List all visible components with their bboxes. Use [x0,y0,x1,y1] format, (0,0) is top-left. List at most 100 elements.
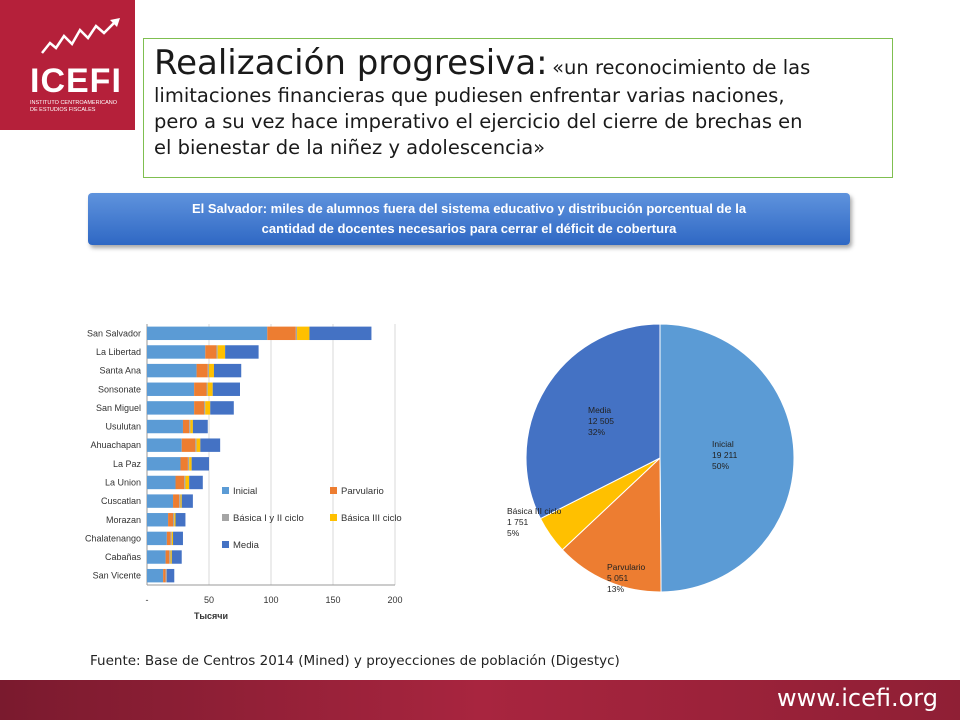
pie-label-value: 19 211 [712,450,738,460]
bar-segment [191,457,209,471]
legend-label: Inicial [233,486,257,497]
category-label: San Vicente [93,571,141,581]
bar-segment [169,550,171,564]
trend-line-icon [41,18,120,54]
pie-label-percent: 13% [607,584,624,594]
category-label: San Salvador [87,328,141,338]
bar-segment [147,438,182,452]
pie-label-name: Parvulario [607,562,646,572]
bar-segment [147,382,195,396]
category-label: Cabañas [105,552,142,562]
bar-segment [217,345,226,359]
category-label: La Paz [113,459,142,469]
bar-segment [147,457,181,471]
bar-segment [147,550,166,564]
legend-swatch [222,541,229,548]
pie-slice [561,456,662,593]
bar-segment [209,363,214,378]
logo-box: ICEFI INSTITUTO CENTROAMERICANO DE ESTUD… [0,0,135,130]
bar-segment [171,531,174,546]
banner-line2: cantidad de docentes necesarios para cer… [261,221,677,236]
bar-segment [173,531,183,546]
x-tick-label: 200 [387,595,402,605]
legend-swatch [330,487,337,494]
category-label: Chalatenango [85,533,141,543]
legend-swatch [330,514,337,521]
category-label: San Miguel [96,403,141,413]
bar-segment [166,531,171,546]
bar-segment [194,382,207,396]
bar-segment [189,457,192,471]
bar-segment [205,401,211,415]
pie-label-name: Media [588,405,611,415]
title-box: Realización progresiva: «un reconocimien… [143,38,893,178]
legend-swatch [222,514,229,521]
pie-label-percent: 5% [507,528,520,538]
bar-segment [187,457,190,471]
footer-url[interactable]: www.icefi.org [776,684,938,712]
bar-segment [147,345,206,359]
category-label: Santa Ana [99,366,141,376]
bar-segment [196,438,201,452]
bar-segment [147,494,174,508]
bar-segment [267,326,296,341]
bar-segment [213,363,242,378]
legend-label: Media [233,540,260,551]
bar-segment [147,419,183,434]
logo-text: ICEFI [30,62,122,100]
bar-segment [179,494,181,508]
legend-label: Básica III ciclo [341,513,402,524]
bar-segment [147,326,268,341]
bar-segment [207,382,213,396]
bar-segment [195,438,197,452]
bar-segment [194,401,205,415]
category-label: La Libertad [96,347,141,357]
pie-label-percent: 32% [588,427,605,437]
x-axis-label: Тысячи [194,611,228,621]
bar-segment [165,568,167,583]
bar-segment [147,513,169,527]
bar-segment [185,475,190,490]
title-first-line-rest: «un reconocimiento de las [552,56,811,79]
pie-label-value: 5 051 [607,573,629,583]
chart-banner: El Salvador: miles de alumnos fuera del … [88,193,850,245]
bar-segment [147,363,197,378]
category-label: Sonsonate [98,384,141,394]
category-label: La Union [105,477,141,487]
x-tick-label: 150 [325,595,340,605]
pie-label-value: 12 505 [588,416,614,426]
bar-segment [297,326,310,341]
bar-segment [190,419,193,434]
category-label: Cuscatlan [101,496,141,506]
bar-segment [173,494,180,508]
bar-segment [180,457,188,471]
bar-segment [181,438,196,452]
bar-segment [165,550,170,564]
source-note: Fuente: Base de Centros 2014 (Mined) y p… [90,653,620,669]
bar-segment [170,550,172,564]
bar-segment [168,513,174,527]
bar-segment [204,401,206,415]
bar-segment [182,419,190,434]
bar-segment [166,568,175,583]
bar-segment [212,382,240,396]
bar-segment [184,475,186,490]
bar-segment [196,363,208,378]
x-tick-label: 100 [263,595,278,605]
bar-segment [206,382,208,396]
bar-segment [173,513,175,527]
pie-slice [525,323,661,520]
bar-segment [207,363,209,378]
title-line3: pero a su vez hace imperativo el ejercic… [154,110,803,133]
pie-label-value: 1 751 [507,517,529,527]
bar-segment [175,513,186,527]
bar-segment [295,326,298,341]
bar-segment [189,475,203,490]
bar-segment [147,531,167,546]
category-label: Morazan [106,515,141,525]
bar-segment [216,345,218,359]
bar-segment [163,568,166,583]
legend-swatch [222,487,229,494]
legend-label: Básica I y II ciclo [233,513,304,524]
